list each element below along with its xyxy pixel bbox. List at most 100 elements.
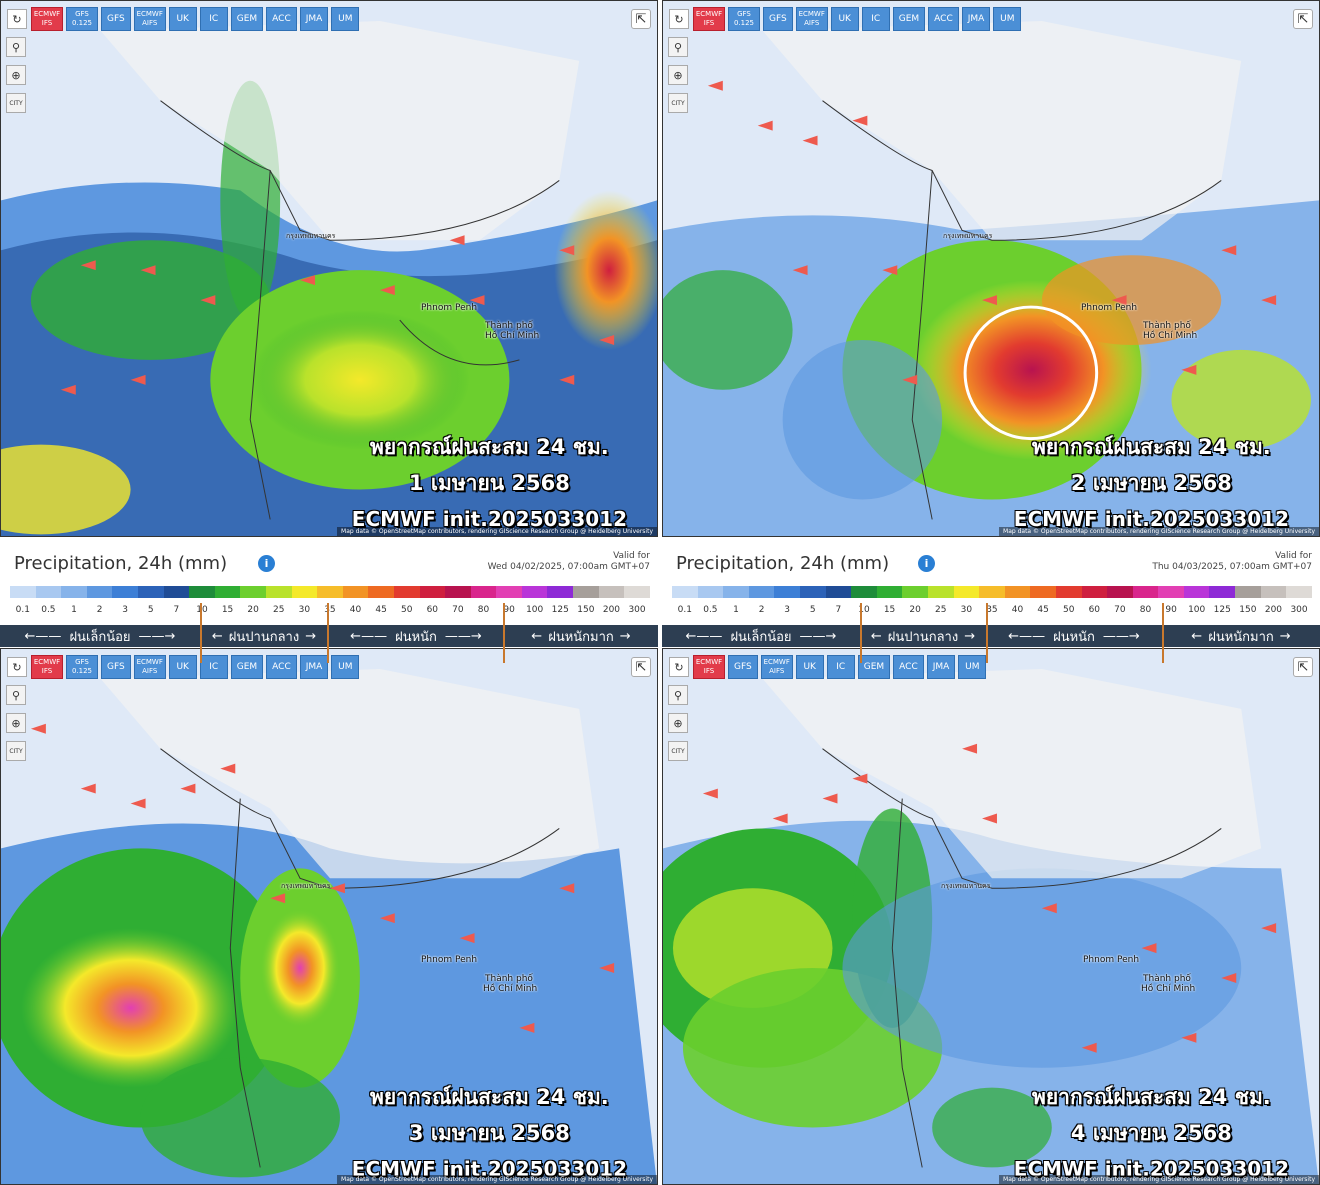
scale-tick-label: 60	[1088, 605, 1101, 615]
model-button-ecmwf-ifs[interactable]: ECMWF IFS	[693, 655, 725, 679]
model-button-acc[interactable]: ACC	[893, 655, 924, 679]
city-icon[interactable]: CITY	[668, 93, 688, 113]
model-button-gfs[interactable]: GFS	[728, 655, 758, 679]
scale-tick-label: 200	[602, 605, 621, 615]
location-icon[interactable]: ⚲	[6, 37, 26, 57]
scale-swatch	[624, 586, 650, 598]
model-button-ecmwf-aifs[interactable]: ECMWF AIFS	[133, 7, 166, 31]
model-button-jma[interactable]: JMA	[926, 655, 956, 679]
model-button-um[interactable]: UM	[331, 7, 360, 31]
city-label: Phnom Penh	[1081, 303, 1138, 313]
reload-icon[interactable]: ↻	[7, 9, 27, 29]
model-button-uk[interactable]: UK	[795, 655, 824, 679]
forecast-caption: พยากรณ์ฝนสะสม 24 ชม. 2 เมษายน 2568 ECMWF…	[1013, 429, 1289, 536]
model-button-acc[interactable]: ACC	[928, 7, 959, 31]
city-icon[interactable]: CITY	[668, 741, 688, 761]
model-button-ecmwf-aifs[interactable]: ECMWF AIFS	[133, 655, 166, 679]
model-button-gfs[interactable]: GFS	[763, 7, 793, 31]
zoom-icon[interactable]: ⊕	[6, 65, 26, 85]
model-button-gfs[interactable]: GFS	[101, 655, 131, 679]
city-label: Phnom Penh	[421, 303, 478, 313]
precipitation-map-3[interactable]	[1, 649, 657, 1184]
valid-datetime: Thu 04/03/2025, 07:00am GMT+07	[1152, 562, 1312, 572]
forecast-map-panel-3[interactable]: ECMWF IFS GFS 0.125 GFS ECMWF AIFS UK IC GEM AC…	[0, 648, 658, 1185]
model-button-gfs[interactable]: GFS	[101, 7, 131, 31]
city-icon[interactable]: CITY	[6, 93, 26, 113]
scale-tick-label: 40	[349, 605, 362, 615]
model-button-ecmwf-aifs[interactable]: ECMWF AIFS	[760, 655, 793, 679]
share-icon[interactable]: ⇱	[1293, 657, 1313, 677]
scale-tick-label: 7	[173, 605, 180, 615]
forecast-map-panel-2[interactable]: ECMWF IFS GFS 0.125 GFS ECMWF AIFS UK IC GEM AC…	[662, 0, 1320, 537]
model-button-ecmwf-aifs[interactable]: ECMWF AIFS	[795, 7, 828, 31]
scale-tick-label: 25	[935, 605, 947, 615]
caption-title: พยากรณ์ฝนสะสม 24 ชม.	[1031, 1084, 1271, 1109]
scale-swatch	[774, 586, 800, 598]
info-icon[interactable]: i	[918, 555, 935, 572]
precipitation-map-2[interactable]	[663, 1, 1319, 536]
scale-swatch	[419, 586, 446, 598]
scale-swatch	[1235, 586, 1261, 598]
valid-label: Valid for	[613, 551, 650, 561]
model-button-um[interactable]: UM	[958, 655, 987, 679]
model-button-ic[interactable]: IC	[826, 655, 855, 679]
model-button-acc[interactable]: ACC	[266, 655, 297, 679]
valid-time: Valid for Thu 04/03/2025, 07:00am GMT+07	[1152, 551, 1312, 573]
model-button-jma[interactable]: JMA	[299, 655, 329, 679]
valid-time: Valid for Wed 04/02/2025, 07:00am GMT+07	[488, 551, 650, 573]
model-button-uk[interactable]: UK	[830, 7, 859, 31]
share-icon[interactable]: ⇱	[631, 9, 651, 29]
model-button-ic[interactable]: IC	[861, 7, 890, 31]
model-button-ecmwf-ifs[interactable]: ECMWF IFS	[31, 7, 63, 31]
model-button-jma[interactable]: JMA	[299, 7, 329, 31]
category-very-heavy: ← ฝนหนักมาก →	[531, 628, 631, 645]
location-icon[interactable]: ⚲	[668, 685, 688, 705]
forecast-map-panel-1[interactable]: ECMWF IFS GFS 0.125 GFS ECMWF AIFS UK IC GEM AC…	[0, 0, 658, 537]
model-button-gem[interactable]: GEM	[857, 655, 891, 679]
scale-tick-label: 90	[503, 605, 515, 615]
caption-init: ECMWF init.2025033012	[1013, 1156, 1289, 1181]
scale-tick-label: 1	[733, 605, 739, 615]
model-button-um[interactable]: UM	[331, 655, 360, 679]
scale-swatch	[1286, 586, 1312, 598]
forecast-map-panel-4[interactable]: ECMWF IFS GFS ECMWF AIFS UK IC GEM ACC JMA UM ↻ …	[662, 648, 1320, 1185]
category-heavy: ←—— ฝนหนัก ——→	[350, 628, 482, 645]
model-button-gem[interactable]: GEM	[230, 655, 264, 679]
model-button-uk[interactable]: UK	[168, 655, 197, 679]
model-toolbar: ECMWF IFS GFS 0.125 GFS ECMWF AIFS UK IC GEM AC…	[693, 7, 1022, 31]
reload-icon[interactable]: ↻	[7, 657, 27, 677]
zoom-icon[interactable]: ⊕	[668, 65, 688, 85]
location-icon[interactable]: ⚲	[668, 37, 688, 57]
precipitation-map-1[interactable]	[1, 1, 657, 536]
model-button-gfs-0-125[interactable]: GFS 0.125	[728, 7, 760, 31]
scale-tick-label: 80	[1139, 605, 1152, 615]
reload-icon[interactable]: ↻	[669, 657, 689, 677]
model-button-um[interactable]: UM	[993, 7, 1022, 31]
model-button-ecmwf-ifs[interactable]: ECMWF IFS	[31, 655, 63, 679]
model-button-acc[interactable]: ACC	[266, 7, 297, 31]
model-button-gem[interactable]: GEM	[892, 7, 926, 31]
scale-swatch	[137, 586, 164, 598]
precipitation-map-4[interactable]	[663, 649, 1319, 1184]
model-button-ic[interactable]: IC	[199, 655, 228, 679]
info-icon[interactable]: i	[258, 555, 275, 572]
share-icon[interactable]: ⇱	[1293, 9, 1313, 29]
model-button-gem[interactable]: GEM	[230, 7, 264, 31]
scale-tick-label: 125	[551, 605, 569, 615]
model-button-gfs-0-125[interactable]: GFS 0.125	[66, 7, 98, 31]
scale-tick-label: 0.1	[677, 605, 692, 615]
zoom-icon[interactable]: ⊕	[668, 713, 688, 733]
reload-icon[interactable]: ↻	[669, 9, 689, 29]
scale-swatch	[1132, 586, 1159, 598]
location-icon[interactable]: ⚲	[6, 685, 26, 705]
model-button-gfs-0-125[interactable]: GFS 0.125	[66, 655, 98, 679]
zoom-icon[interactable]: ⊕	[6, 713, 26, 733]
scale-tick-label: 100	[526, 605, 544, 615]
city-icon[interactable]: CITY	[6, 741, 26, 761]
model-button-uk[interactable]: UK	[168, 7, 197, 31]
model-button-ic[interactable]: IC	[199, 7, 228, 31]
scale-tick-label: 45	[1037, 605, 1049, 615]
share-icon[interactable]: ⇱	[631, 657, 651, 677]
model-button-ecmwf-ifs[interactable]: ECMWF IFS	[693, 7, 725, 31]
model-button-jma[interactable]: JMA	[961, 7, 991, 31]
